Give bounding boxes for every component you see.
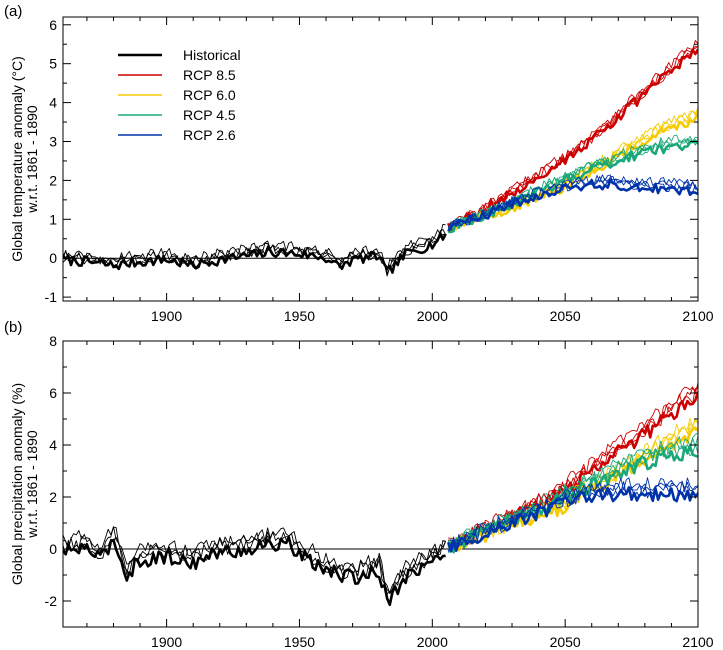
y-axis-sublabel: w.r.t. 1861 - 1890 [24, 105, 40, 214]
legend-label: RCP 4.5 [183, 107, 236, 123]
series-line-historical-mean [63, 535, 446, 607]
legend-item: RCP 6.0 [118, 87, 236, 103]
series-group [63, 382, 698, 607]
series-line-rcp-8-5-member [447, 385, 698, 550]
y-tick-label: 8 [49, 333, 57, 349]
x-tick-label: 2000 [417, 308, 448, 324]
x-tick-label: 1900 [151, 634, 182, 650]
series-line-historical-member [63, 532, 447, 597]
series-line-historical-member [63, 223, 446, 272]
plot-frame [62, 340, 699, 628]
y-tick-label: 6 [49, 17, 57, 33]
y-tick-label: -1 [45, 289, 58, 305]
y-tick-label: 1 [49, 211, 57, 227]
plot-frame [62, 16, 699, 302]
legend-label: RCP 8.5 [183, 67, 236, 83]
y-tick-label: 0 [49, 541, 57, 557]
series-line-historical-member [63, 526, 446, 593]
x-tick-label: 2100 [682, 634, 713, 650]
x-tick-label: 1900 [151, 308, 182, 324]
series-group [63, 39, 698, 277]
x-tick-label: 1950 [284, 634, 315, 650]
series-line-rcp-2-6-member [447, 480, 698, 553]
series-line-rcp-8-5-member [448, 39, 698, 229]
y-axis-label: Global temperature anomaly (°C) [9, 56, 25, 262]
y-tick-label: 2 [49, 489, 57, 505]
series-line-historical-member [63, 229, 446, 274]
x-tick-label: 2100 [682, 308, 713, 324]
legend-label: RCP 6.0 [183, 87, 236, 103]
series-line-rcp-8-5-member [447, 387, 698, 549]
y-tick-label: 6 [49, 385, 57, 401]
panel-temperature: (a) 1900 1950 2000 2050 2100 -1 0 1 2 3 4 5 6 Global t… [4, 3, 714, 324]
y-axis-sublabel: w.r.t. 1861 - 1890 [24, 430, 40, 539]
legend-item: RCP 2.6 [118, 127, 236, 143]
legend: Historical RCP 8.5 RCP 6.0 RCP 4.5 RCP 2.6 [118, 47, 241, 143]
legend-item: Historical [118, 47, 241, 63]
y-tick-label: 0 [49, 250, 57, 266]
series-line-rcp-8-5-member [447, 45, 698, 231]
series-line-historical-member [63, 526, 447, 594]
y-tick-label: 4 [49, 95, 57, 111]
panel-label: (b) [4, 319, 22, 336]
legend-item: RCP 4.5 [118, 107, 236, 123]
x-tick-label: 2050 [550, 308, 581, 324]
series-line-rcp-2-6-member [448, 174, 698, 227]
y-axis-label: Global precipitation anomaly (%) [9, 383, 25, 585]
y-tick-label: 5 [49, 56, 57, 72]
series-line-rcp-8-5-member [448, 382, 698, 546]
panel-precipitation: (b) 1900 1950 2000 2050 2100 -2 0 2 4 6 8 Global pre… [4, 319, 714, 650]
legend-label: RCP 2.6 [183, 127, 236, 143]
x-tick-label: 2050 [550, 634, 581, 650]
legend-label: Historical [183, 47, 241, 63]
y-tick-label: 2 [49, 172, 57, 188]
x-tick-label: 2000 [417, 634, 448, 650]
y-tick-label: 4 [49, 437, 57, 453]
series-line-rcp-2-6-mean [447, 485, 698, 553]
y-tick-label: -2 [45, 593, 58, 609]
x-tick-label: 1950 [284, 308, 315, 324]
y-tick-label: 3 [49, 133, 57, 149]
legend-item: RCP 8.5 [118, 67, 236, 83]
series-line-rcp-2-6-member [447, 477, 698, 550]
panel-label: (a) [4, 3, 22, 20]
